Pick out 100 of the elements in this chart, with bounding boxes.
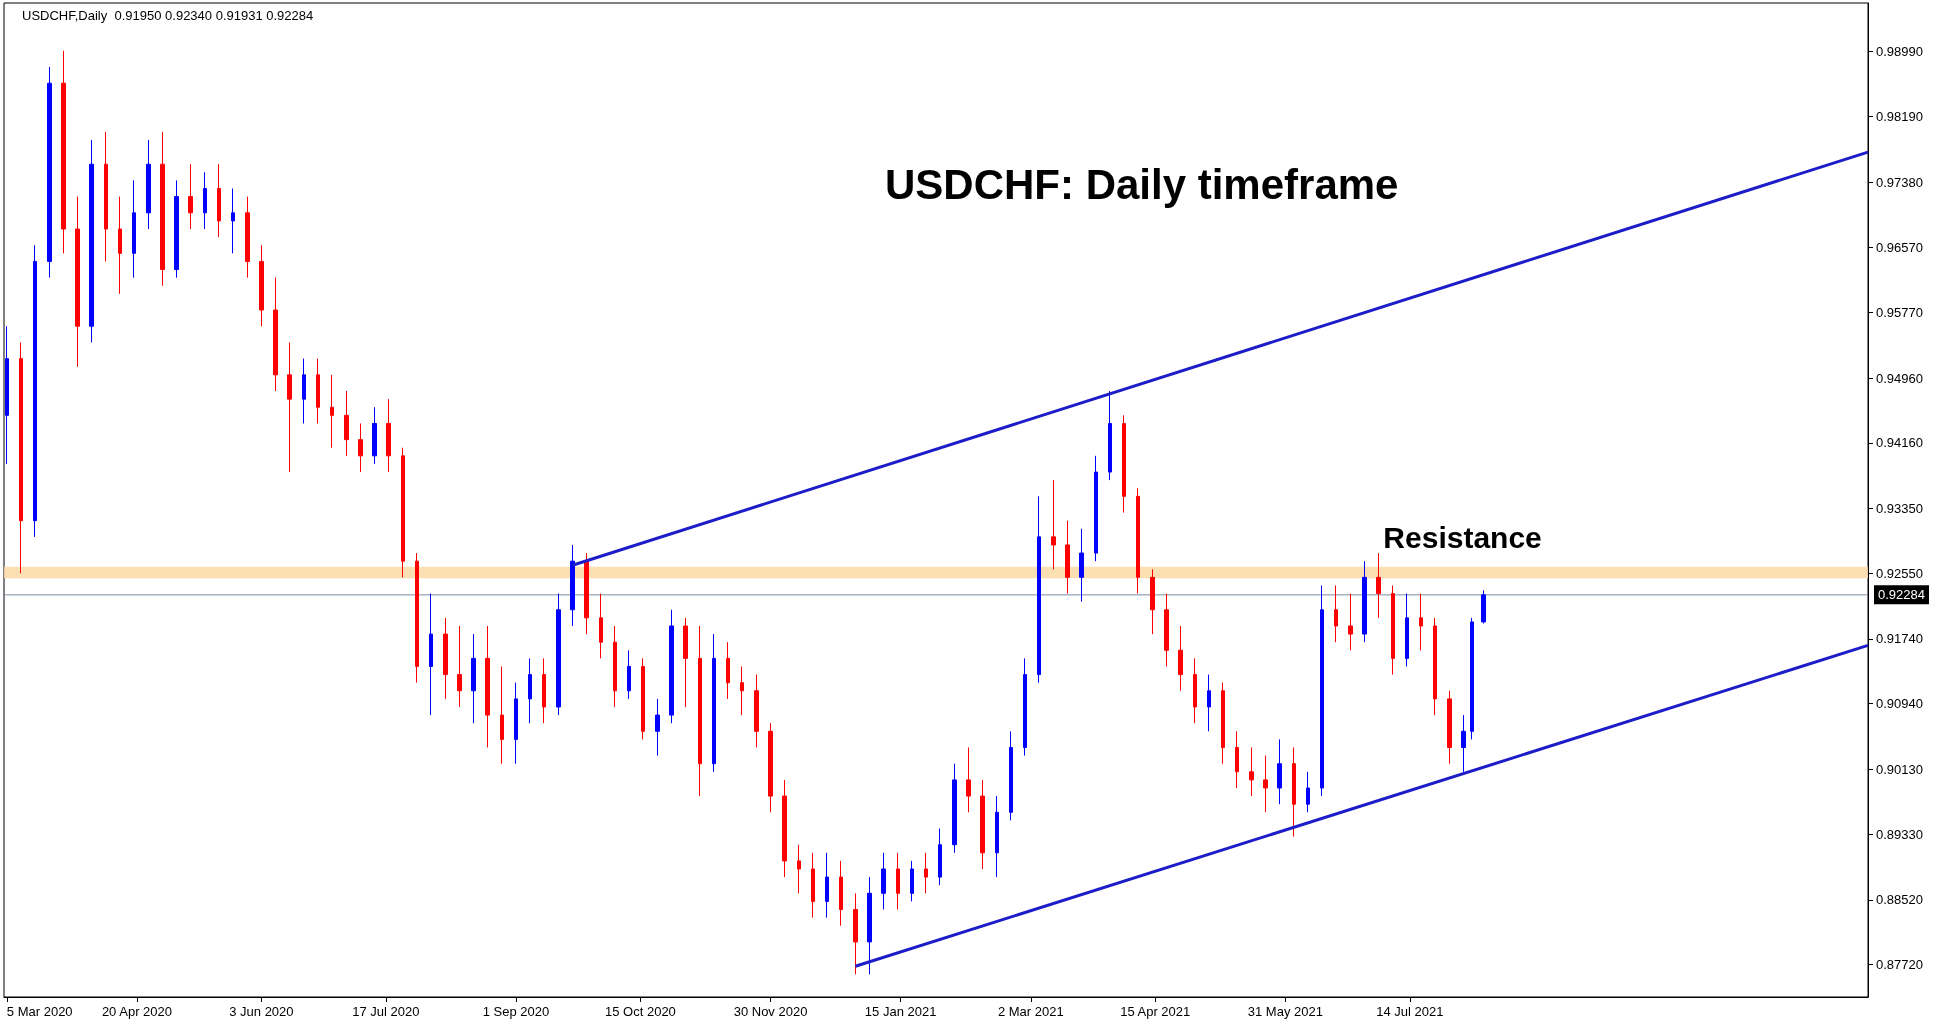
candlestick [1164, 593, 1169, 667]
candlestick [1405, 593, 1409, 667]
y-tick-label: 0.90130 [1876, 761, 1923, 777]
candlestick [938, 828, 942, 886]
x-tick-label: 15 Apr 2021 [1120, 1004, 1191, 1019]
candlestick [726, 641, 730, 700]
candlestick [401, 447, 405, 578]
y-tick-label: 0.89330 [1876, 826, 1923, 842]
candlestick [839, 860, 843, 927]
candlestick [471, 633, 476, 724]
x-tick-label: 15 Oct 2020 [605, 1004, 676, 1019]
y-tick-label: 0.91740 [1876, 631, 1923, 647]
y-tick-label: 0.94160 [1876, 435, 1923, 451]
candlestick [556, 593, 561, 716]
x-tick-label: 1 Sep 2020 [482, 1004, 550, 1019]
x-tick-label: 31 May 2021 [1247, 1004, 1323, 1019]
candlestick [372, 406, 377, 465]
candlestick [1419, 593, 1423, 651]
candlestick [712, 633, 716, 773]
candlestick [797, 844, 801, 894]
candlestick [33, 244, 37, 538]
candlestick [740, 665, 744, 716]
x-tick-label: 17 Jul 2020 [352, 1004, 420, 1019]
candlestick [344, 390, 349, 457]
candlestick [599, 593, 603, 659]
candlestick [1376, 552, 1381, 619]
candlestick [457, 625, 462, 708]
candlestick [867, 876, 872, 975]
ref-line-label: 0.92284 [1878, 587, 1925, 603]
candlestick [881, 852, 886, 911]
candlestick [1207, 674, 1211, 732]
candlestick [19, 341, 23, 574]
candlestick [669, 609, 674, 724]
candlestick [386, 398, 391, 473]
candlestick [1481, 589, 1486, 624]
candlestick [1292, 746, 1296, 838]
candlestick [500, 665, 504, 765]
candlestick [1362, 560, 1367, 643]
candlestick [245, 196, 250, 279]
candlestick [952, 763, 957, 854]
candlestick [1122, 414, 1126, 514]
candlestick [825, 852, 829, 919]
candlestick [1433, 617, 1437, 716]
candlestick [1009, 730, 1013, 821]
y-tick-label: 0.93350 [1876, 501, 1923, 517]
candlestick [1136, 487, 1140, 595]
band-label: Resistance [1383, 521, 1542, 555]
candlestick [853, 892, 858, 975]
candlestick [811, 852, 815, 919]
candlestick [1108, 390, 1112, 481]
candlestick [1065, 520, 1070, 595]
candlestick [1391, 584, 1395, 676]
candlestick [429, 593, 433, 716]
candlestick [1079, 528, 1084, 603]
candlestick [1447, 690, 1452, 765]
candlestick [1221, 682, 1225, 765]
candlestick [188, 163, 193, 230]
x-tick-label: 30 Nov 2020 [733, 1004, 808, 1019]
candlestick [910, 860, 914, 902]
candlestick [415, 552, 419, 684]
y-tick-label: 0.92550 [1876, 565, 1923, 581]
candlestick [89, 139, 94, 343]
candlestick [683, 617, 688, 708]
x-tick-label: 2 Mar 2021 [997, 1004, 1064, 1019]
candlestick [514, 682, 518, 765]
candlestick [485, 625, 490, 748]
text: USDCHF: Daily timeframe [885, 160, 1399, 208]
candlestick [203, 171, 207, 230]
candlestick [1193, 657, 1197, 724]
candlestick [160, 131, 165, 287]
candlestick [146, 139, 151, 230]
candlestick [1277, 738, 1282, 805]
candlestick [1470, 617, 1474, 740]
candlestick [358, 422, 363, 473]
candlestick [1023, 657, 1027, 757]
x-tick-label: 14 Jul 2021 [1376, 1004, 1444, 1019]
candlestick [528, 657, 532, 724]
candlestick [542, 657, 546, 724]
x-tick-label: 15 Jan 2021 [864, 1004, 937, 1019]
candlestick [273, 277, 278, 392]
candlestick [61, 50, 66, 254]
candlestick [217, 163, 221, 238]
candlestick [1094, 455, 1098, 562]
candlestick [316, 358, 320, 424]
y-tick-label: 0.94960 [1876, 370, 1923, 386]
candlestick [75, 196, 80, 368]
candlestick [1320, 584, 1324, 797]
candlestick [627, 649, 631, 700]
candlestick [641, 657, 645, 740]
candlestick [302, 358, 306, 424]
candlestick [1348, 593, 1353, 651]
y-tick-label: 0.98190 [1876, 108, 1923, 124]
candlestick [1306, 771, 1310, 813]
candlestick [5, 325, 9, 465]
annotation: USDCHF,Daily 0.91950 0.92340 0.91931 0.92284 [22, 8, 314, 23]
candlestick [754, 674, 759, 748]
candlestick [443, 617, 448, 700]
candlestick [104, 131, 108, 262]
candlestick [231, 188, 235, 254]
candlestick [1235, 730, 1239, 789]
